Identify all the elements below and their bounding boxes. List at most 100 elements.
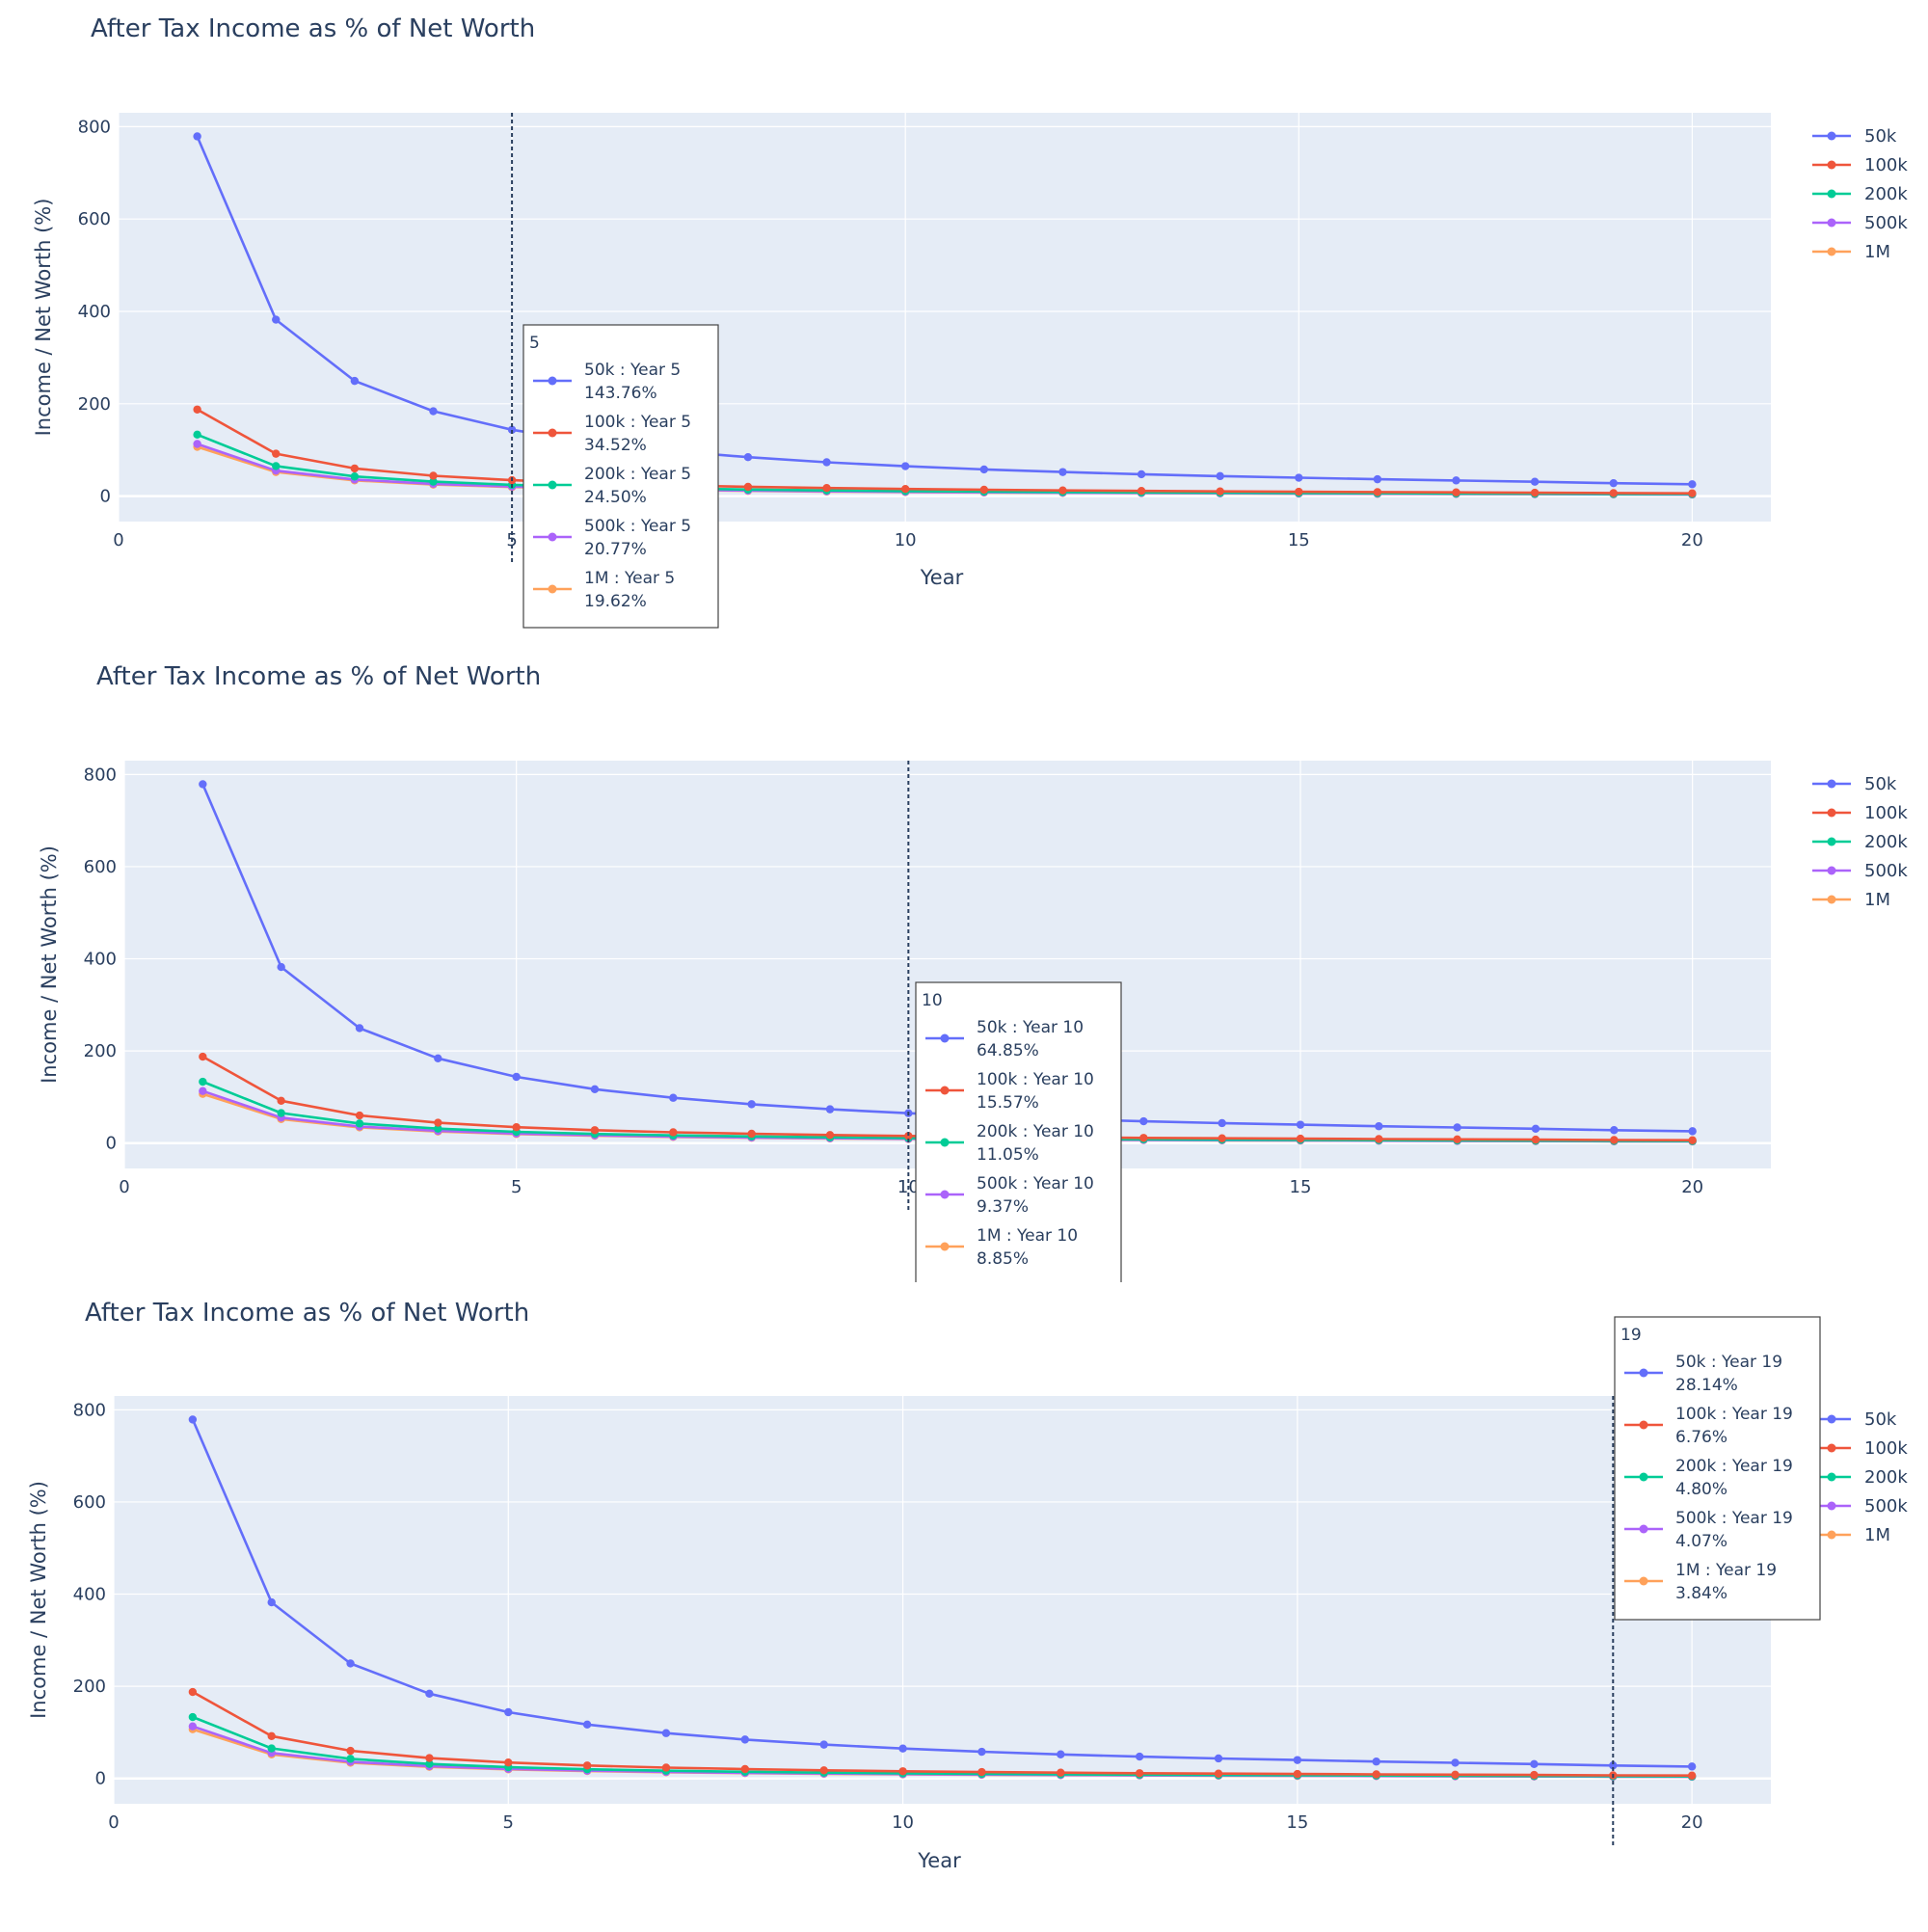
data-point-100k bbox=[1139, 1134, 1148, 1142]
data-point-100k bbox=[267, 1731, 276, 1740]
legend-label-50k: 50k bbox=[1864, 126, 1897, 147]
hover-item-label: 500k : Year 19 bbox=[1675, 1509, 1793, 1528]
legend-marker-500k bbox=[1827, 866, 1836, 875]
data-point-50k bbox=[977, 1747, 986, 1757]
data-point-50k bbox=[199, 780, 207, 789]
data-point-50k bbox=[429, 407, 438, 416]
data-point-50k bbox=[825, 1105, 835, 1114]
data-point-50k bbox=[1135, 1752, 1144, 1761]
data-point-50k bbox=[1375, 1122, 1383, 1131]
data-point-100k bbox=[979, 485, 989, 495]
data-point-100k bbox=[669, 1128, 678, 1137]
data-point-100k bbox=[272, 449, 281, 458]
legend-marker-100k bbox=[1827, 160, 1836, 170]
data-point-100k bbox=[188, 1687, 198, 1697]
hover-item-value: 143.76% bbox=[584, 384, 657, 403]
data-point-50k bbox=[661, 1729, 671, 1737]
hover-item-value: 3.84% bbox=[1675, 1584, 1727, 1603]
data-point-50k bbox=[1137, 470, 1146, 479]
x-tick-label: 5 bbox=[503, 1812, 514, 1833]
data-point-200k bbox=[277, 1109, 285, 1117]
legend-marker-200k bbox=[1827, 189, 1836, 199]
hover-item-label: 200k : Year 5 bbox=[584, 465, 691, 484]
y-tick-label: 800 bbox=[84, 765, 117, 785]
data-point-100k bbox=[1375, 1135, 1383, 1143]
data-point-100k bbox=[425, 1754, 434, 1762]
data-point-50k bbox=[1452, 476, 1460, 485]
legend-label-50k: 50k bbox=[1864, 774, 1897, 794]
y-axis-title: Income / Net Worth (%) bbox=[32, 199, 55, 437]
data-point-50k bbox=[355, 1024, 364, 1033]
data-point-50k bbox=[1688, 1127, 1697, 1136]
legend-marker-1M bbox=[1827, 247, 1836, 256]
hover-item-marker bbox=[940, 1138, 950, 1147]
data-point-100k bbox=[1058, 486, 1067, 495]
data-point-50k bbox=[193, 132, 201, 141]
data-point-100k bbox=[900, 484, 910, 494]
data-point-100k bbox=[743, 482, 753, 492]
plot-area bbox=[114, 1396, 1771, 1804]
legend-marker-500k bbox=[1827, 1501, 1836, 1511]
hover-tooltip-box bbox=[915, 981, 1122, 1286]
data-point-50k bbox=[898, 1744, 907, 1753]
data-point-50k bbox=[1609, 478, 1618, 488]
legend-label-200k: 200k bbox=[1864, 1467, 1908, 1488]
hover-tooltip-header: 10 bbox=[922, 991, 943, 1010]
legend-marker-50k bbox=[1827, 131, 1836, 141]
legend-label-1M: 1M bbox=[1864, 1525, 1890, 1545]
data-point-100k bbox=[1609, 489, 1618, 497]
data-point-200k bbox=[425, 1759, 434, 1768]
data-point-50k bbox=[822, 458, 831, 467]
hover-item-value: 4.80% bbox=[1675, 1480, 1727, 1499]
data-point-200k bbox=[429, 477, 438, 486]
x-tick-label: 15 bbox=[1288, 530, 1310, 550]
data-point-500k bbox=[193, 440, 201, 448]
x-tick-label: 5 bbox=[511, 1177, 522, 1197]
hover-item-label: 200k : Year 19 bbox=[1675, 1457, 1793, 1476]
data-point-50k bbox=[1451, 1758, 1459, 1767]
data-point-50k bbox=[1531, 1124, 1540, 1133]
hover-item-label: 100k : Year 5 bbox=[584, 413, 691, 432]
data-point-100k bbox=[1688, 1136, 1697, 1144]
data-point-100k bbox=[1295, 487, 1303, 496]
x-tick-label: 0 bbox=[119, 1177, 129, 1197]
data-point-100k bbox=[277, 1096, 285, 1105]
hover-item-label: 500k : Year 5 bbox=[584, 517, 691, 536]
hover-tooltip-box bbox=[522, 324, 719, 629]
hover-item-label: 50k : Year 5 bbox=[584, 361, 681, 380]
x-axis-title: Year bbox=[920, 566, 964, 589]
data-point-100k bbox=[819, 1766, 828, 1775]
legend-marker-1M bbox=[1827, 1530, 1836, 1540]
legend-label-1M: 1M bbox=[1864, 242, 1890, 262]
x-tick-label: 20 bbox=[1681, 1177, 1703, 1197]
data-point-50k bbox=[1372, 1758, 1380, 1766]
data-point-50k bbox=[272, 315, 281, 324]
legend-marker-500k bbox=[1827, 218, 1836, 228]
y-tick-label: 800 bbox=[78, 117, 111, 137]
hover-tooltip-header: 5 bbox=[529, 334, 540, 353]
x-tick-label: 0 bbox=[108, 1812, 119, 1833]
data-point-100k bbox=[1688, 489, 1697, 497]
data-point-50k bbox=[1214, 1754, 1223, 1763]
data-point-100k bbox=[1137, 486, 1146, 496]
y-tick-label: 0 bbox=[106, 1134, 117, 1154]
data-point-100k bbox=[199, 1052, 207, 1061]
data-point-50k bbox=[267, 1597, 276, 1607]
data-point-100k bbox=[193, 405, 201, 414]
chart-panel-3: 0 5 10 15 20 0 200 400 600 800 After Tax Income as… bbox=[0, 1292, 1928, 1928]
data-point-50k bbox=[669, 1093, 678, 1102]
data-point-200k bbox=[272, 462, 281, 470]
data-point-50k bbox=[1057, 1750, 1065, 1758]
legend-marker-50k bbox=[1827, 1414, 1836, 1424]
data-point-100k bbox=[1135, 1769, 1144, 1778]
legend-label-200k: 200k bbox=[1864, 184, 1908, 204]
data-point-100k bbox=[1531, 1135, 1540, 1144]
y-tick-label: 600 bbox=[78, 209, 111, 229]
hover-item-value: 34.52% bbox=[584, 436, 647, 455]
hover-item-label: 200k : Year 10 bbox=[977, 1122, 1094, 1141]
hover-item-value: 6.76% bbox=[1675, 1428, 1727, 1447]
data-point-200k bbox=[350, 472, 360, 481]
x-tick-label: 15 bbox=[1286, 1812, 1308, 1833]
data-point-50k bbox=[1530, 477, 1540, 486]
